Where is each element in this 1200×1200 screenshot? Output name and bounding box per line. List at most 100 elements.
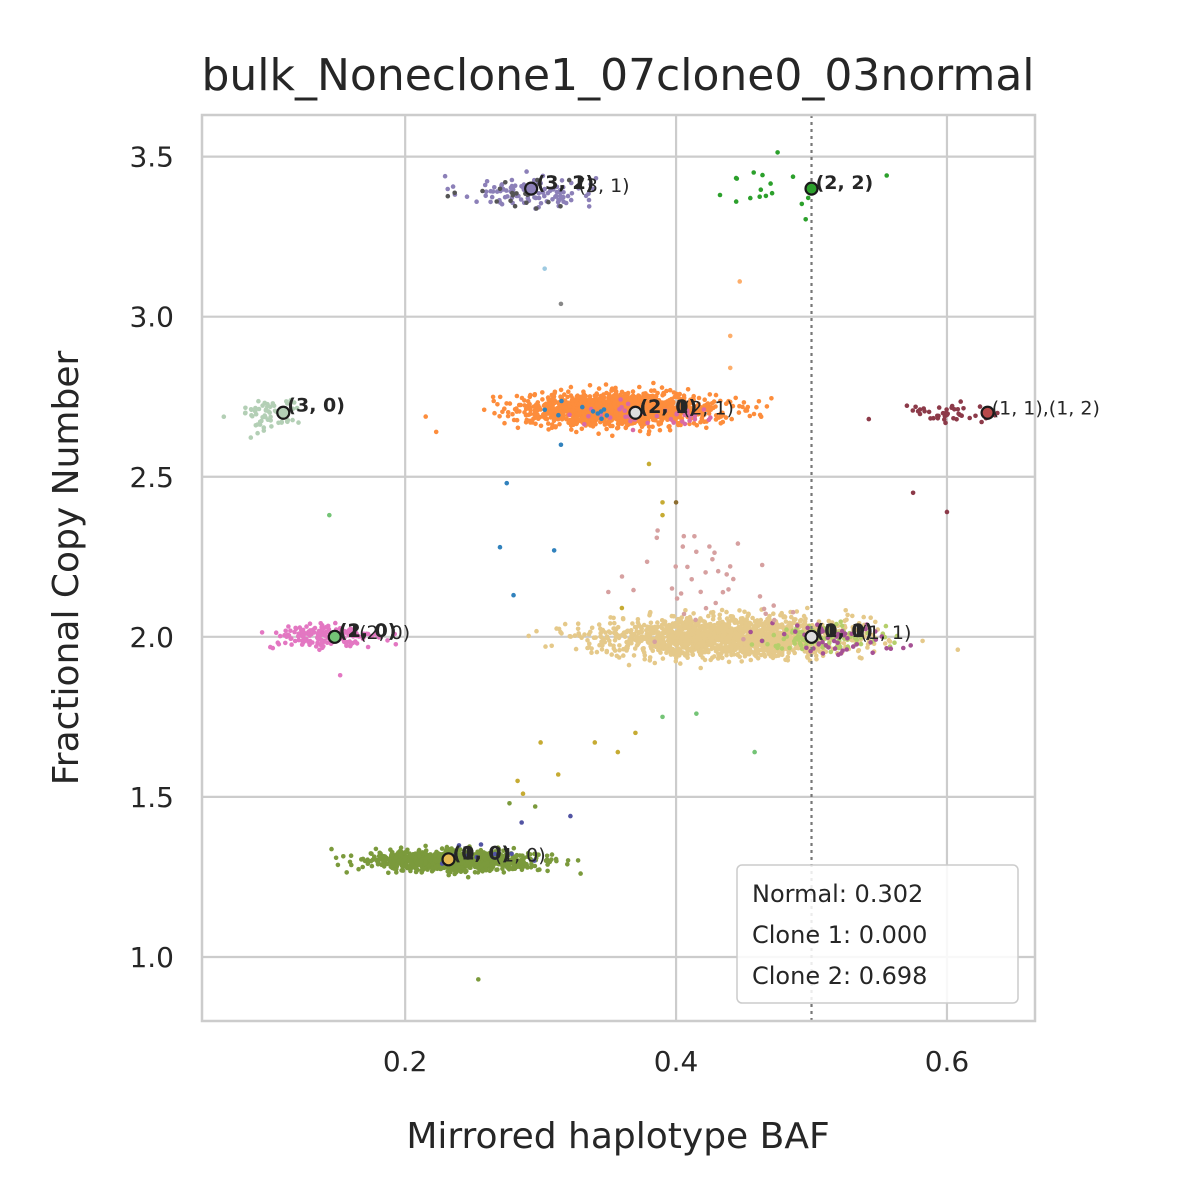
data-point: [637, 384, 642, 390]
data-point: [771, 611, 776, 616]
data-point: [660, 512, 665, 518]
data-point: [598, 626, 603, 631]
data-point: [674, 596, 680, 601]
data-point: [617, 643, 622, 648]
data-point: [737, 279, 743, 284]
data-point: [376, 635, 382, 640]
data-point: [778, 612, 783, 618]
data-point: [716, 620, 722, 626]
data-point: [648, 620, 654, 626]
data-point: [831, 638, 837, 644]
data-point: [801, 613, 807, 619]
data-point: [744, 616, 749, 622]
data-point: [856, 621, 862, 626]
data-point: [755, 640, 760, 646]
data-point: [733, 199, 739, 204]
data-point: [660, 630, 666, 636]
data-point: [624, 648, 629, 653]
data-point: [851, 627, 856, 633]
data-point: [532, 804, 538, 809]
data-point: [369, 851, 374, 856]
data-point: [356, 866, 361, 872]
data-point: [266, 409, 271, 414]
data-point: [669, 401, 675, 407]
data-point: [595, 404, 601, 409]
data-point: [845, 636, 850, 641]
data-point: [385, 638, 390, 643]
data-point: [883, 623, 889, 629]
data-point: [738, 646, 743, 652]
data-point: [259, 418, 264, 424]
data-point: [654, 405, 659, 410]
data-point: [580, 415, 586, 420]
data-point: [360, 864, 366, 870]
data-point: [733, 631, 739, 636]
data-point: [654, 626, 659, 632]
data-point: [692, 624, 697, 629]
data-point: [786, 639, 792, 644]
cluster-label: (2, 1): [683, 398, 734, 420]
data-point: [577, 411, 582, 416]
data-point: [742, 609, 747, 615]
data-point: [778, 639, 783, 645]
data-point: [575, 621, 581, 626]
data-point: [813, 653, 819, 659]
data-point: [295, 634, 301, 639]
data-point: [297, 625, 303, 630]
data-point: [834, 634, 839, 639]
data-point: [641, 622, 647, 628]
data-point: [794, 609, 800, 614]
data-point: [737, 403, 742, 409]
data-point: [753, 636, 759, 641]
data-point: [706, 649, 711, 655]
data-point: [376, 857, 382, 862]
data-point: [805, 654, 810, 659]
data-point: [791, 618, 797, 623]
data-point: [491, 398, 497, 404]
data-point: [718, 398, 723, 404]
data-point: [711, 631, 717, 637]
data-point: [687, 418, 692, 424]
data-point: [221, 414, 227, 420]
data-point: [675, 616, 681, 622]
data-point: [657, 427, 663, 433]
data-point: [614, 653, 620, 659]
data-point: [680, 544, 686, 549]
data-point: [550, 406, 556, 411]
data-point: [483, 193, 489, 199]
data-point: [270, 645, 276, 651]
data-point: [606, 629, 612, 634]
data-point: [290, 417, 295, 423]
data-point: [668, 646, 673, 652]
data-point: [681, 611, 687, 617]
data-point: [568, 634, 573, 639]
data-point: [779, 646, 785, 651]
data-point: [655, 635, 661, 640]
data-point: [679, 615, 684, 620]
data-point: [561, 190, 566, 195]
data-point: [910, 408, 916, 413]
data-point: [544, 853, 550, 859]
data-point: [532, 392, 537, 398]
data-point: [724, 572, 729, 577]
data-point: [324, 630, 330, 635]
data-point: [628, 418, 633, 424]
data-point: [668, 416, 674, 422]
data-point: [571, 420, 576, 425]
data-point: [700, 640, 706, 645]
data-point: [284, 634, 289, 639]
data-point: [540, 190, 546, 195]
data-point: [277, 633, 283, 639]
data-point: [743, 624, 748, 629]
data-point: [859, 631, 864, 637]
data-point: [735, 541, 741, 546]
data-point: [726, 618, 732, 624]
data-point: [568, 384, 574, 390]
data-point: [755, 656, 761, 661]
data-point: [660, 500, 665, 505]
data-point: [647, 633, 652, 638]
data-point: [920, 638, 925, 644]
data-point: [733, 646, 738, 652]
data-point: [619, 605, 625, 611]
data-point: [255, 430, 260, 436]
